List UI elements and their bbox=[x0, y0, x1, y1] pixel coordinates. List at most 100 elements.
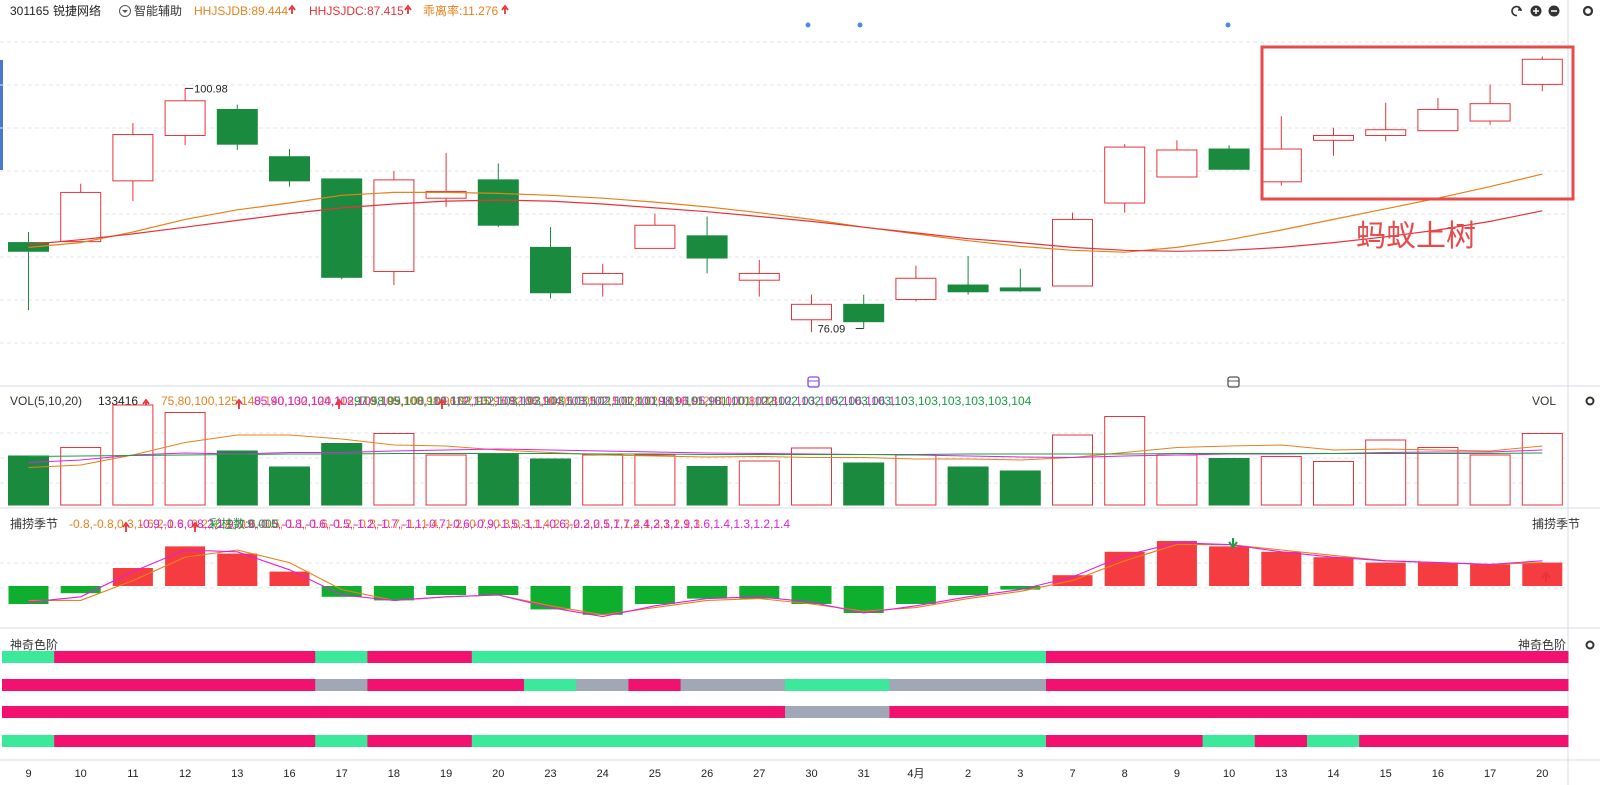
color-step-cell bbox=[106, 679, 160, 691]
volume-ma5: 75,80,100,125,140,140,132,120,118,110,10… bbox=[161, 394, 778, 408]
candle-body bbox=[530, 246, 571, 294]
color-step-cell bbox=[1098, 735, 1151, 747]
candle-body bbox=[634, 224, 676, 249]
season-header: 捕捞季节 -0.8,-0.8,0.3,1.6,2,1.3,-0.2,-0.8,-… bbox=[10, 516, 1580, 532]
calendar-icon[interactable] bbox=[1227, 376, 1240, 388]
volume-bar bbox=[999, 470, 1041, 506]
candle-body bbox=[1260, 148, 1302, 183]
candle-body bbox=[1469, 103, 1511, 122]
color-step-cell bbox=[785, 679, 838, 691]
color-step-cell bbox=[1098, 706, 1151, 718]
event-dot[interactable] bbox=[1225, 22, 1231, 28]
color-step-cell bbox=[941, 651, 995, 663]
candle-body bbox=[686, 235, 728, 259]
calendar-icon[interactable] bbox=[807, 376, 820, 388]
season-bar bbox=[791, 586, 832, 604]
color-step-cell bbox=[785, 651, 838, 663]
season-bar bbox=[1209, 546, 1250, 586]
volume-bar bbox=[895, 454, 937, 506]
color-step-cell bbox=[263, 679, 316, 691]
color-step-cell bbox=[889, 651, 943, 663]
candle-body bbox=[373, 179, 415, 273]
color-step-cell bbox=[106, 706, 160, 718]
season-bar bbox=[1104, 551, 1145, 586]
x-axis-tick-label: 30 bbox=[805, 768, 817, 780]
volume-bar bbox=[843, 462, 885, 506]
price-moving-averages bbox=[28, 173, 1543, 253]
settings-button[interactable] bbox=[1582, 5, 1594, 17]
high-marker: 100.98 bbox=[185, 83, 228, 95]
arrow-up-icon bbox=[288, 4, 296, 14]
color-step-cell bbox=[680, 679, 734, 691]
volume-bar bbox=[60, 447, 102, 506]
color-step-cell bbox=[1307, 679, 1360, 691]
color-step-cell bbox=[993, 735, 1047, 747]
color-step-cell bbox=[1254, 651, 1308, 663]
season-bar bbox=[373, 586, 414, 601]
color-step-cell bbox=[889, 679, 943, 691]
x-axis-tick-label: 11 bbox=[127, 768, 138, 780]
volume-bar bbox=[738, 460, 780, 506]
arrow-up-icon bbox=[235, 398, 243, 409]
dropdown-icon[interactable] bbox=[119, 5, 131, 17]
color-step-cell bbox=[576, 651, 629, 663]
assist-toggle[interactable]: 智能辅助 bbox=[119, 3, 183, 18]
season-bar bbox=[1261, 551, 1302, 586]
color-step-cell bbox=[367, 651, 421, 663]
refresh-button[interactable] bbox=[1511, 5, 1522, 17]
volume-bar bbox=[425, 454, 467, 506]
color-step-cell bbox=[471, 706, 525, 718]
color-step-cell bbox=[1463, 706, 1517, 718]
zoom-in-button[interactable] bbox=[1530, 5, 1542, 17]
color-step-cell bbox=[732, 679, 786, 691]
event-dot[interactable] bbox=[857, 22, 863, 28]
left-scroll-indicator[interactable] bbox=[0, 60, 3, 170]
candle-body bbox=[1052, 218, 1093, 287]
volume-header: VOL(5,10,20) 133416 75,80,100,125,140,14… bbox=[10, 394, 1595, 409]
gear-icon[interactable] bbox=[1585, 396, 1595, 406]
color-step-cell bbox=[680, 651, 734, 663]
chevron-down-icon bbox=[122, 10, 128, 13]
x-axis-tick-label: 31 bbox=[858, 768, 870, 780]
color-step-cell bbox=[524, 651, 577, 663]
price-candles bbox=[8, 56, 1563, 333]
gear-icon[interactable] bbox=[1585, 640, 1595, 650]
assist-label[interactable]: 智能辅助 bbox=[134, 3, 182, 18]
volume-bar bbox=[582, 454, 624, 506]
color-step-cell bbox=[1515, 735, 1569, 747]
color-rows-right-label: 神奇色阶 bbox=[1518, 638, 1566, 652]
season-x2-line bbox=[28, 542, 1543, 618]
color-step-cell bbox=[1202, 679, 1256, 691]
event-dot[interactable] bbox=[805, 22, 811, 28]
season-bar bbox=[165, 546, 206, 586]
arrow-up-icon bbox=[335, 398, 343, 409]
color-step-cell bbox=[367, 706, 421, 718]
season-bar bbox=[321, 586, 362, 597]
color-step-cell bbox=[680, 735, 734, 747]
color-step-cell bbox=[941, 706, 995, 718]
color-step-cell bbox=[1202, 651, 1256, 663]
color-step-cell bbox=[1046, 679, 1099, 691]
annotation-text: 蚂蚁上树 bbox=[1356, 219, 1476, 254]
candle-body bbox=[1417, 108, 1459, 132]
color-step-cell bbox=[1515, 651, 1569, 663]
color-step-cell bbox=[1202, 706, 1256, 718]
x-axis-tick-label: 10 bbox=[1223, 768, 1235, 780]
x-axis-tick-label: 17 bbox=[336, 768, 348, 780]
x-axis-tick-label: 20 bbox=[492, 768, 504, 780]
season-bar bbox=[1417, 562, 1458, 586]
zoom-out-button[interactable] bbox=[1548, 5, 1560, 17]
season-bar bbox=[1522, 562, 1563, 586]
color-step-cell bbox=[628, 679, 682, 691]
color-step-cell bbox=[210, 679, 264, 691]
arrow-down-icon bbox=[1228, 538, 1238, 549]
color-step-cell bbox=[1098, 651, 1151, 663]
volume-ma20-line bbox=[28, 452, 1543, 457]
color-step-cell bbox=[732, 706, 786, 718]
candle-body bbox=[164, 100, 206, 137]
arrow-up-icon bbox=[191, 521, 199, 532]
color-step-cell bbox=[732, 735, 786, 747]
x-axis-tick-label: 23 bbox=[544, 768, 556, 780]
volume-bar bbox=[1208, 458, 1250, 506]
color-step-cell bbox=[1254, 706, 1308, 718]
